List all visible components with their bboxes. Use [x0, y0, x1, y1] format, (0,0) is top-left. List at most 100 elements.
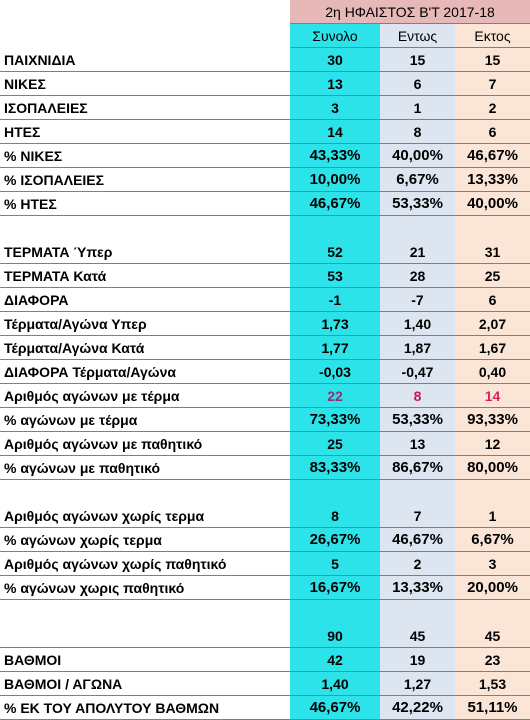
- blank-cell: [380, 600, 455, 624]
- value-cell: 6: [380, 72, 455, 96]
- value-cell: 15: [455, 48, 530, 72]
- value-cell: 16,67%: [290, 576, 380, 600]
- row-label: % ΙΣΟΠΑΛΕΙΕΣ: [0, 168, 290, 192]
- value-cell: 2: [455, 96, 530, 120]
- value-cell: 1,87: [380, 336, 455, 360]
- value-cell: 8: [380, 384, 455, 408]
- row-label: ΤΕΡΜΑΤΑ Κατά: [0, 264, 290, 288]
- blank-cell: [0, 0, 290, 24]
- value-cell: 46,67%: [455, 144, 530, 168]
- value-cell: 43,33%: [290, 144, 380, 168]
- value-cell: 1,53: [455, 672, 530, 696]
- value-cell: 8: [380, 120, 455, 144]
- row-label: % αγώνων χωρις παθητικό: [0, 576, 290, 600]
- value-cell: 22: [290, 384, 380, 408]
- value-cell: 1,40: [290, 672, 380, 696]
- row-label: Αριθμός αγώνων με παθητικό: [0, 432, 290, 456]
- value-cell: 73,33%: [290, 408, 380, 432]
- row-label: ΤΕΡΜΑΤΑ Ύπερ: [0, 240, 290, 264]
- value-cell: 12: [455, 432, 530, 456]
- row-label: % ΕΚ ΤΟΥ ΑΠΟΛΥΤΟΥ ΒΑΘΜΩΝ: [0, 696, 290, 720]
- value-cell: 23: [455, 648, 530, 672]
- column-header: Συνολο: [290, 24, 380, 48]
- blank-cell: [290, 216, 380, 240]
- blank-cell: [0, 216, 290, 240]
- row-label: Τέρματα/Αγώνα Υπερ: [0, 312, 290, 336]
- value-cell: 42,22%: [380, 696, 455, 720]
- value-cell: -7: [380, 288, 455, 312]
- value-cell: 93,33%: [455, 408, 530, 432]
- table-title: 2η ΗΦΑΙΣΤΟΣ Β'Τ 2017-18: [290, 0, 530, 24]
- value-cell: 1,27: [380, 672, 455, 696]
- value-cell: 53: [290, 264, 380, 288]
- blank-cell: [455, 600, 530, 624]
- blank-cell: [455, 216, 530, 240]
- value-cell: 53,33%: [380, 192, 455, 216]
- row-label: Αριθμός αγώνων χωρίς παθητικό: [0, 552, 290, 576]
- value-cell: 6: [455, 120, 530, 144]
- column-header: Εντως: [380, 24, 455, 48]
- blank-cell: [0, 24, 290, 48]
- blank-cell: [380, 216, 455, 240]
- value-cell: 10,00%: [290, 168, 380, 192]
- value-cell: 1,67: [455, 336, 530, 360]
- value-cell: 13: [290, 72, 380, 96]
- value-cell: 46,67%: [290, 192, 380, 216]
- value-cell: 25: [290, 432, 380, 456]
- value-cell: 3: [455, 552, 530, 576]
- value-cell: 42: [290, 648, 380, 672]
- value-cell: 13,33%: [455, 168, 530, 192]
- value-cell: 51,11%: [455, 696, 530, 720]
- value-cell: 20,00%: [455, 576, 530, 600]
- value-cell: 31: [455, 240, 530, 264]
- value-cell: 13: [380, 432, 455, 456]
- value-cell: -0,47: [380, 360, 455, 384]
- value-cell: 90: [290, 624, 380, 648]
- value-cell: 86,67%: [380, 456, 455, 480]
- value-cell: 2,07: [455, 312, 530, 336]
- value-cell: 30: [290, 48, 380, 72]
- value-cell: 40,00%: [380, 144, 455, 168]
- value-cell: -1: [290, 288, 380, 312]
- row-label: ΒΑΘΜΟΙ: [0, 648, 290, 672]
- value-cell: 15: [380, 48, 455, 72]
- value-cell: 14: [290, 120, 380, 144]
- value-cell: 5: [290, 552, 380, 576]
- row-label: % ΝΙΚΕΣ: [0, 144, 290, 168]
- row-label: Αριθμός αγώνων χωρίς τερμα: [0, 504, 290, 528]
- value-cell: 19: [380, 648, 455, 672]
- value-cell: 3: [290, 96, 380, 120]
- value-cell: 45: [455, 624, 530, 648]
- value-cell: 7: [455, 72, 530, 96]
- value-cell: 1,77: [290, 336, 380, 360]
- row-label: Τέρματα/Αγώνα Κατά: [0, 336, 290, 360]
- value-cell: 1,73: [290, 312, 380, 336]
- value-cell: 21: [380, 240, 455, 264]
- row-label: % αγώνων με τέρμα: [0, 408, 290, 432]
- row-label: ΔΙΑΦΟΡΑ Τέρματα/Αγώνα: [0, 360, 290, 384]
- row-label: ΔΙΑΦΟΡΑ: [0, 288, 290, 312]
- value-cell: 40,00%: [455, 192, 530, 216]
- value-cell: 0,40: [455, 360, 530, 384]
- row-label: % αγώνων με παθητικό: [0, 456, 290, 480]
- row-label: ΝΙΚΕΣ: [0, 72, 290, 96]
- blank-cell: [0, 480, 290, 504]
- value-cell: -0,03: [290, 360, 380, 384]
- blank-cell: [290, 600, 380, 624]
- column-header: Εκτος: [455, 24, 530, 48]
- value-cell: 28: [380, 264, 455, 288]
- value-cell: 1: [455, 504, 530, 528]
- value-cell: 52: [290, 240, 380, 264]
- blank-cell: [0, 600, 290, 624]
- row-label: [0, 624, 290, 648]
- row-label: % αγώνων χωρίς τερμα: [0, 528, 290, 552]
- value-cell: 14: [455, 384, 530, 408]
- blank-cell: [380, 480, 455, 504]
- value-cell: 6,67%: [380, 168, 455, 192]
- value-cell: 83,33%: [290, 456, 380, 480]
- value-cell: 53,33%: [380, 408, 455, 432]
- value-cell: 25: [455, 264, 530, 288]
- row-label: ΗΤΕΣ: [0, 120, 290, 144]
- blank-cell: [455, 480, 530, 504]
